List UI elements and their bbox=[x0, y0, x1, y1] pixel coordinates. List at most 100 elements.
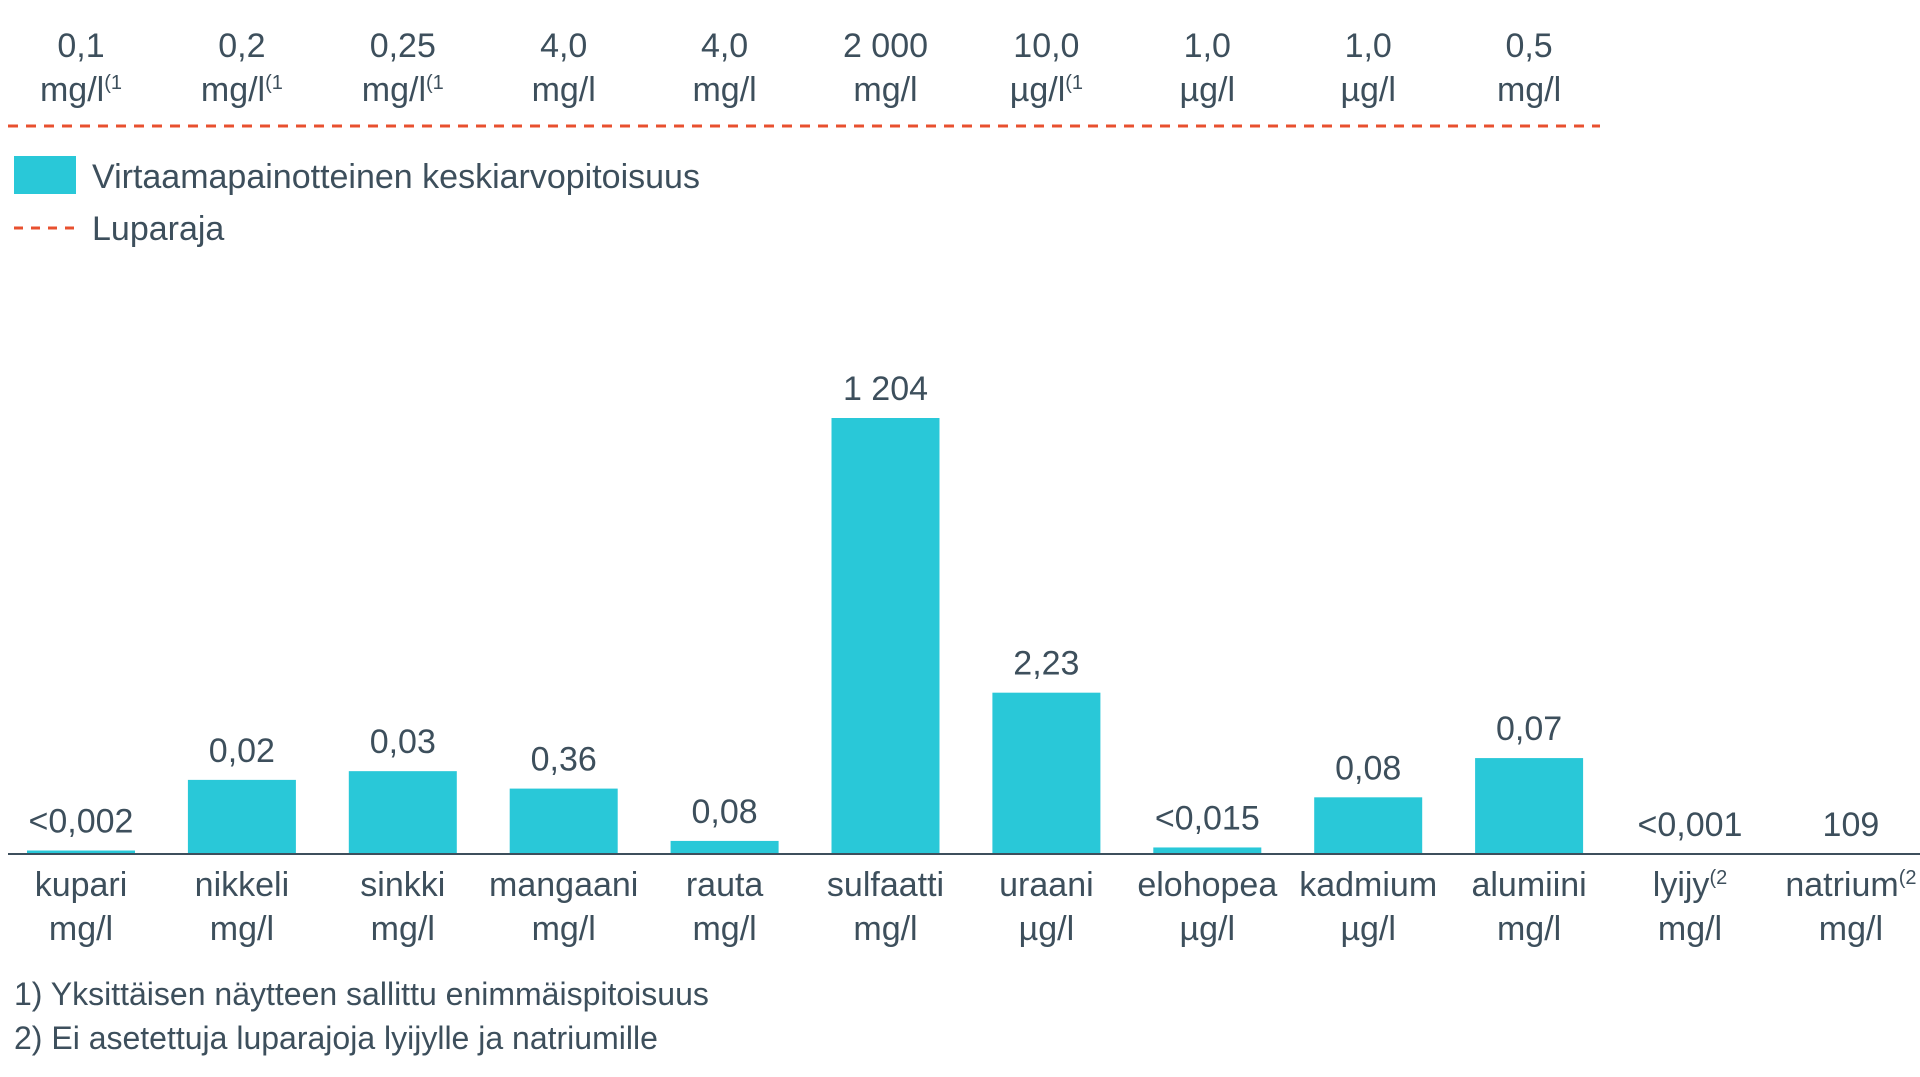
category-name-mangaani: mangaani bbox=[489, 866, 638, 904]
value-label-elohopea: <0,015 bbox=[1155, 799, 1260, 837]
limit-unit-text-1-footnote-marker: (1 bbox=[265, 72, 283, 94]
limit-unit-text-8: µg/l bbox=[1340, 71, 1396, 109]
category-label-kupari: kupari bbox=[35, 866, 128, 904]
category-name-lyijy-footnote-marker: (2 bbox=[1709, 867, 1727, 889]
legend-label-limit: Luparaja bbox=[92, 210, 224, 248]
value-label-lyijy: <0,001 bbox=[1638, 806, 1743, 844]
value-label-alumiini: 0,07 bbox=[1496, 710, 1562, 748]
category-name-lyijy: lyijy bbox=[1653, 866, 1710, 904]
value-label-sinkki: 0,03 bbox=[370, 723, 436, 761]
category-name-elohopea: elohopea bbox=[1137, 866, 1277, 904]
bar-rauta bbox=[670, 840, 779, 854]
category-label-elohopea: elohopea bbox=[1137, 866, 1277, 904]
limit-unit-1: mg/l(1 bbox=[201, 71, 283, 109]
category-label-lyijy: lyijy(2 bbox=[1653, 866, 1727, 904]
limit-value-1: 0,2 bbox=[218, 27, 265, 65]
limit-unit-4: mg/l bbox=[692, 71, 756, 109]
value-label-kupari: <0,002 bbox=[29, 803, 134, 841]
category-unit-elohopea: µg/l bbox=[1180, 910, 1236, 948]
value-label-uraani: 2,23 bbox=[1013, 645, 1079, 683]
bar-kupari bbox=[27, 850, 135, 854]
category-unit-natrium: mg/l bbox=[1819, 910, 1883, 948]
limit-unit-text-2-footnote-marker: (1 bbox=[426, 72, 444, 94]
category-name-sinkki: sinkki bbox=[360, 866, 445, 904]
category-unit-lyijy: mg/l bbox=[1658, 910, 1722, 948]
category-name-kadmium: kadmium bbox=[1299, 866, 1437, 904]
category-label-rauta: rauta bbox=[686, 866, 764, 904]
limit-unit-8: µg/l bbox=[1340, 71, 1396, 109]
limit-value-4: 4,0 bbox=[701, 27, 748, 65]
bars bbox=[27, 418, 1584, 854]
limit-unit-text-2: mg/l bbox=[362, 71, 426, 109]
limit-unit-text-0: mg/l bbox=[40, 71, 104, 109]
limit-unit-text-5: mg/l bbox=[853, 71, 917, 109]
category-unit-sulfaatti: mg/l bbox=[853, 910, 917, 948]
limit-value-9: 0,5 bbox=[1505, 27, 1552, 65]
value-label-nikkeli: 0,02 bbox=[209, 732, 275, 770]
bar-alumiini bbox=[1475, 758, 1584, 854]
category-label-sulfaatti: sulfaatti bbox=[827, 866, 944, 904]
category-label-mangaani: mangaani bbox=[489, 866, 638, 904]
category-name-kupari: kupari bbox=[35, 866, 128, 904]
limit-value-0: 0,1 bbox=[57, 27, 104, 65]
category-label-nikkeli: nikkeli bbox=[195, 866, 289, 904]
limit-unit-text-7: µg/l bbox=[1180, 71, 1236, 109]
limit-value-3: 4,0 bbox=[540, 27, 587, 65]
category-label-sinkki: sinkki bbox=[360, 866, 445, 904]
legend-swatch-series bbox=[14, 156, 76, 194]
category-unit-kadmium: µg/l bbox=[1340, 910, 1396, 948]
category-name-uraani: uraani bbox=[999, 866, 1094, 904]
value-label-kadmium: 0,08 bbox=[1335, 749, 1401, 787]
limit-unit-text-6-footnote-marker: (1 bbox=[1065, 72, 1083, 94]
category-unit-mangaani: mg/l bbox=[532, 910, 596, 948]
value-label-sulfaatti: 1 204 bbox=[843, 370, 928, 408]
category-unit-rauta: mg/l bbox=[692, 910, 756, 948]
limit-value-2: 0,25 bbox=[370, 27, 436, 65]
category-name-rauta: rauta bbox=[686, 866, 764, 904]
category-name-natrium: natrium bbox=[1785, 866, 1898, 904]
bar-kadmium bbox=[1314, 797, 1423, 854]
limit-values-row: 0,1mg/l(10,2mg/l(10,25mg/l(14,0mg/l4,0mg… bbox=[40, 27, 1561, 109]
limit-unit-3: mg/l bbox=[532, 71, 596, 109]
bar-mangaani bbox=[509, 788, 618, 854]
limit-value-5: 2 000 bbox=[843, 27, 928, 65]
category-unit-nikkeli: mg/l bbox=[210, 910, 274, 948]
limit-unit-7: µg/l bbox=[1180, 71, 1236, 109]
category-name-nikkeli: nikkeli bbox=[195, 866, 289, 904]
limit-unit-5: mg/l bbox=[853, 71, 917, 109]
limit-unit-0: mg/l(1 bbox=[40, 71, 122, 109]
limit-unit-6: µg/l(1 bbox=[1010, 71, 1083, 109]
category-name-alumiini: alumiini bbox=[1471, 866, 1586, 904]
bar-uraani bbox=[992, 692, 1101, 854]
category-label-kadmium: kadmium bbox=[1299, 866, 1437, 904]
bar-sulfaatti bbox=[831, 418, 940, 854]
category-unit-sinkki: mg/l bbox=[371, 910, 435, 948]
bar-nikkeli bbox=[187, 779, 296, 854]
bar-sinkki bbox=[348, 771, 457, 854]
category-label-natrium: natrium(2 bbox=[1785, 866, 1916, 904]
limit-value-8: 1,0 bbox=[1345, 27, 1392, 65]
legend: Virtaamapainotteinen keskiarvopitoisuus … bbox=[14, 156, 700, 248]
limit-unit-text-3: mg/l bbox=[532, 71, 596, 109]
limit-unit-text-4: mg/l bbox=[692, 71, 756, 109]
category-unit-alumiini: mg/l bbox=[1497, 910, 1561, 948]
limit-unit-text-9: mg/l bbox=[1497, 71, 1561, 109]
category-unit-uraani: µg/l bbox=[1019, 910, 1075, 948]
category-labels: kupari mg/l nikkeli mg/l sinkki mg/l mangaani m… bbox=[35, 866, 1917, 948]
category-unit-kupari: mg/l bbox=[49, 910, 113, 948]
limit-unit-text-0-footnote-marker: (1 bbox=[104, 72, 122, 94]
limit-unit-text-6: µg/l bbox=[1010, 71, 1066, 109]
bar-elohopea bbox=[1153, 847, 1262, 854]
footnote-1: 1) Yksittäisen näytteen sallittu enimmäi… bbox=[14, 976, 709, 1012]
legend-label-series: Virtaamapainotteinen keskiarvopitoisuus bbox=[92, 158, 700, 196]
category-name-sulfaatti: sulfaatti bbox=[827, 866, 944, 904]
value-labels: <0,002 0,02 0,03 0,36 0,08 1 204 2,23 <0,015 0,0… bbox=[29, 370, 1880, 844]
limit-unit-9: mg/l bbox=[1497, 71, 1561, 109]
category-name-natrium-footnote-marker: (2 bbox=[1899, 867, 1917, 889]
category-label-uraani: uraani bbox=[999, 866, 1094, 904]
value-label-mangaani: 0,36 bbox=[531, 741, 597, 779]
value-label-rauta: 0,08 bbox=[692, 793, 758, 831]
limit-unit-text-1: mg/l bbox=[201, 71, 265, 109]
limit-value-6: 10,0 bbox=[1013, 27, 1079, 65]
